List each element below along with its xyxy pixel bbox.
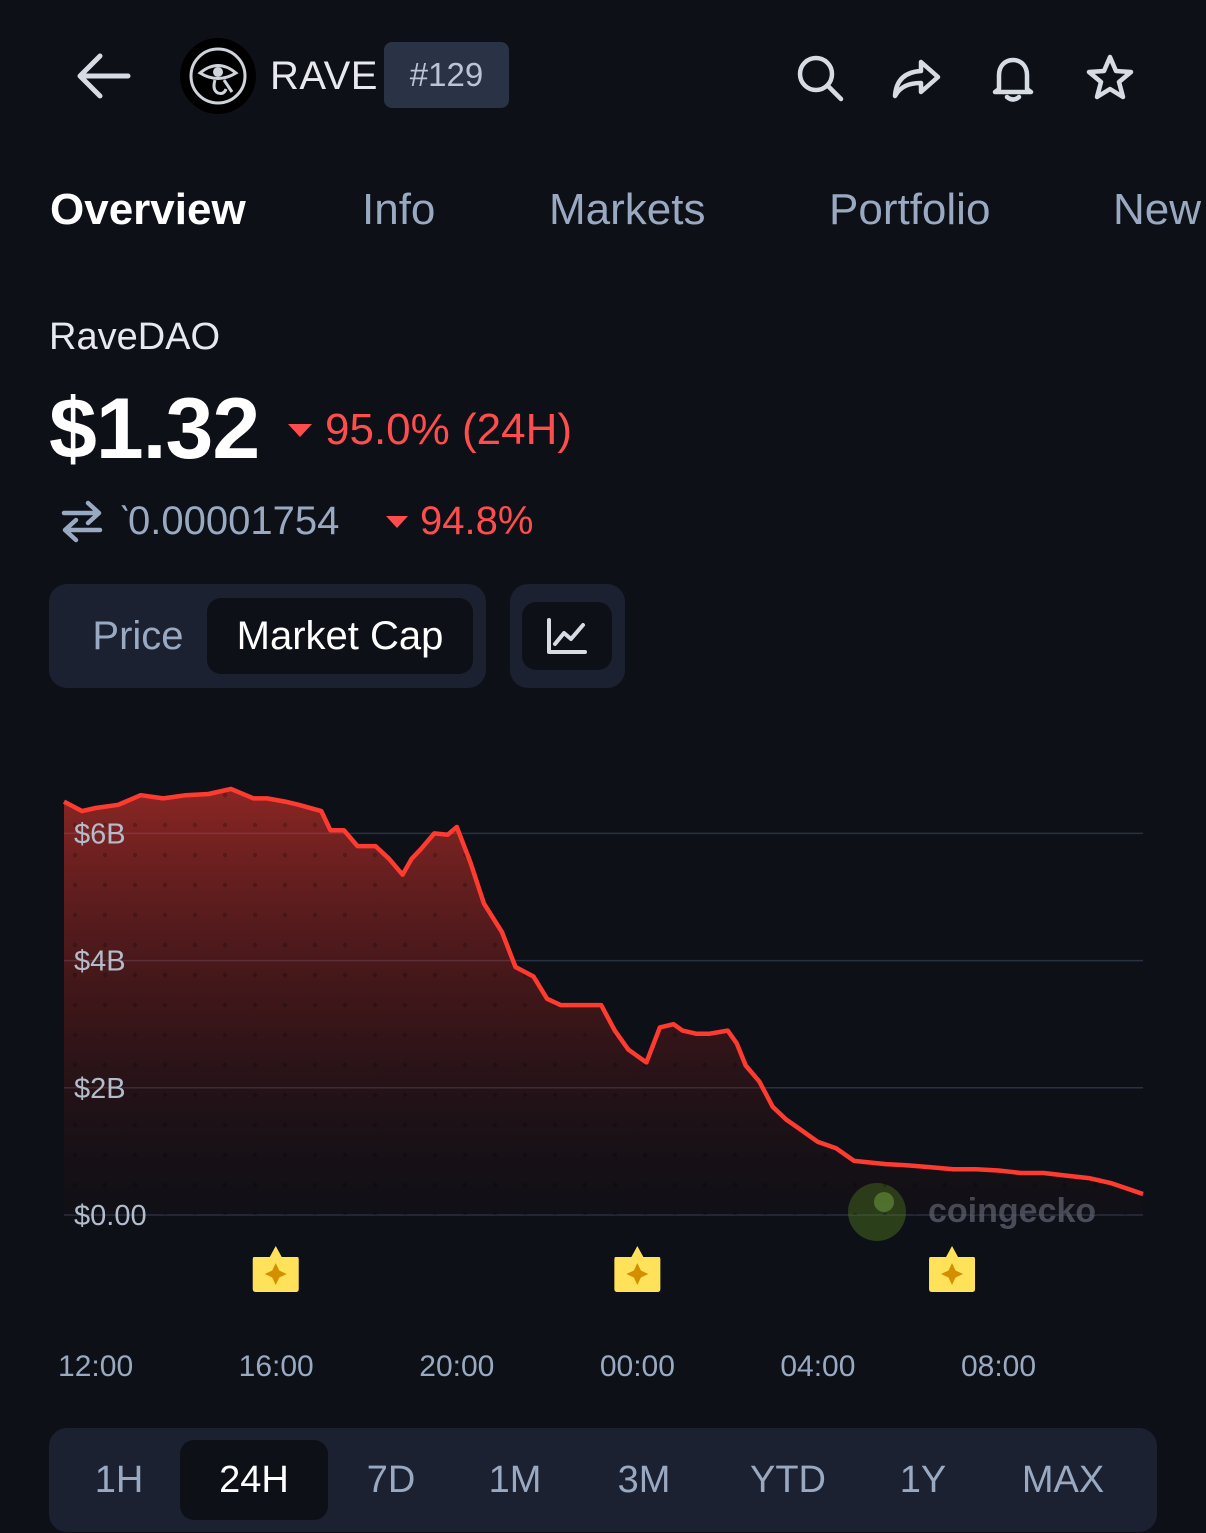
tab-news[interactable]: New — [1113, 185, 1202, 234]
sparkle-icon — [626, 1263, 649, 1285]
sparkle-icon — [264, 1263, 287, 1285]
down-triangle-icon — [386, 515, 408, 528]
eye-of-horus-logo — [189, 47, 247, 105]
chart-type-button[interactable] — [510, 584, 625, 688]
star-icon — [1086, 54, 1134, 100]
tab-markets[interactable]: Markets — [549, 185, 706, 234]
chart-metric-toggle: Price Market Cap — [49, 584, 486, 688]
tab-info[interactable]: Info — [362, 185, 436, 234]
x-tick-label: 00:00 — [599, 1350, 675, 1383]
btc-change: 94.8% — [386, 499, 533, 544]
y-tick-label: $6B — [74, 818, 126, 850]
price-change-24h: 95.0% (24H) — [288, 405, 572, 455]
y-tick-label: $2B — [74, 1073, 126, 1105]
range-1y[interactable]: 1Y — [899, 1458, 947, 1501]
currency-switch-button[interactable] — [58, 498, 106, 544]
coin-logo — [180, 38, 256, 114]
x-tick-label: 04:00 — [780, 1350, 856, 1383]
price-value: $1.32 — [49, 381, 260, 477]
range-7d[interactable]: 7D — [366, 1458, 416, 1501]
rank-badge: #129 — [384, 42, 509, 108]
x-tick-label: 08:00 — [960, 1350, 1037, 1383]
chart-series-line — [62, 786, 1144, 1197]
tab-portfolio[interactable]: Portfolio — [829, 185, 991, 234]
range-24h[interactable]: 24H — [180, 1440, 328, 1520]
range-ytd[interactable]: YTD — [750, 1458, 826, 1501]
share-button[interactable] — [888, 50, 944, 106]
price-option[interactable]: Price — [92, 613, 184, 658]
market-cap-chart[interactable]: coingecko $6B$4B$2B$0.00 — [0, 760, 1206, 1320]
event-markers — [252, 1246, 976, 1292]
alert-button[interactable] — [985, 50, 1041, 106]
chart-type-inner — [522, 602, 612, 670]
time-range-selector: 1H 24H 7D 1M 3M YTD 1Y MAX — [49, 1428, 1157, 1532]
watchlist-button[interactable] — [1082, 50, 1138, 106]
event-marker[interactable] — [614, 1246, 661, 1292]
price-change-text: 95.0% (24H) — [325, 405, 573, 454]
section-tabs: Overview Info Markets Portfolio New — [0, 185, 1206, 245]
y-tick-label: $0.00 — [74, 1200, 147, 1232]
x-axis-labels: 12:00 16:00 20:00 00:00 04:00 08:00 — [0, 1350, 1206, 1390]
swap-arrows-icon — [61, 500, 103, 543]
range-1m[interactable]: 1M — [488, 1458, 542, 1501]
share-icon — [892, 59, 941, 99]
tab-overview[interactable]: Overview — [50, 185, 246, 234]
event-marker[interactable] — [252, 1246, 299, 1292]
btc-price: ̀0.00001754 — [128, 499, 340, 543]
range-max[interactable]: MAX — [1021, 1458, 1105, 1501]
market-cap-option[interactable]: Market Cap — [207, 598, 473, 674]
search-button[interactable] — [792, 50, 848, 106]
range-3m[interactable]: 3M — [617, 1458, 671, 1501]
sparkle-icon — [941, 1263, 964, 1285]
bell-icon — [992, 57, 1034, 102]
back-button[interactable] — [70, 46, 134, 106]
event-marker[interactable] — [929, 1246, 976, 1292]
y-tick-label: $4B — [74, 946, 126, 978]
arrow-left-icon — [77, 53, 131, 99]
range-1h[interactable]: 1H — [94, 1458, 144, 1501]
x-tick-label: 20:00 — [419, 1350, 495, 1383]
x-tick-label: 16:00 — [238, 1350, 314, 1383]
btc-change-text: 94.8% — [420, 499, 534, 543]
coin-symbol: RAVE — [270, 54, 378, 98]
down-triangle-icon — [288, 423, 312, 437]
line-chart-icon — [547, 618, 587, 654]
coin-name: RaveDAO — [49, 316, 221, 358]
y-axis-labels: $6B $4B $2B $0.00 — [74, 818, 147, 1232]
x-tick-label: 12:00 — [58, 1350, 134, 1383]
chart-area-dots — [64, 788, 1143, 1215]
search-icon — [797, 55, 844, 102]
